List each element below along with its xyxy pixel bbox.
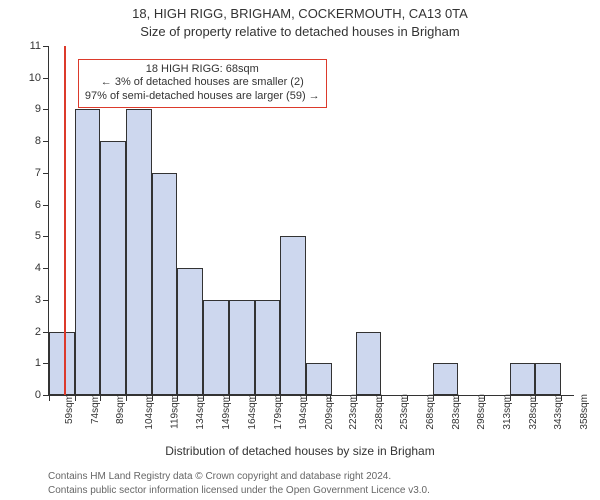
y-tick-label: 0 bbox=[35, 389, 49, 401]
chart-title-main: 18, HIGH RIGG, BRIGHAM, COCKERMOUTH, CA1… bbox=[0, 6, 600, 21]
histogram-bar bbox=[152, 173, 178, 395]
x-tick bbox=[75, 395, 76, 401]
x-tick bbox=[49, 395, 50, 401]
x-tick-label: 104sqm bbox=[144, 394, 155, 430]
x-tick-label: 89sqm bbox=[115, 394, 126, 424]
x-tick-label: 179sqm bbox=[272, 394, 283, 430]
histogram-bar bbox=[510, 363, 536, 395]
histogram-bar bbox=[280, 236, 306, 395]
x-tick-label: 238sqm bbox=[373, 394, 384, 430]
plot-area: 0123456789101159sqm74sqm89sqm104sqm119sq… bbox=[48, 46, 574, 396]
callout-line-1: 18 HIGH RIGG: 68sqm bbox=[85, 63, 320, 77]
x-tick-label: 313sqm bbox=[502, 394, 513, 430]
x-tick bbox=[510, 395, 511, 401]
x-tick bbox=[100, 395, 101, 401]
x-tick bbox=[561, 395, 562, 401]
x-tick bbox=[152, 395, 153, 401]
reference-line bbox=[64, 46, 66, 395]
histogram-bar bbox=[535, 363, 561, 395]
x-tick-label: 164sqm bbox=[247, 394, 258, 430]
x-tick-label: 119sqm bbox=[169, 394, 180, 429]
x-tick-label: 298sqm bbox=[476, 394, 487, 430]
histogram-bar bbox=[203, 300, 229, 395]
x-tick bbox=[280, 395, 281, 401]
x-tick bbox=[126, 395, 127, 401]
x-axis-label: Distribution of detached houses by size … bbox=[0, 444, 600, 458]
y-tick-label: 11 bbox=[30, 40, 49, 52]
x-tick-label: 223sqm bbox=[348, 394, 359, 430]
y-tick-label: 7 bbox=[35, 167, 49, 179]
y-tick-label: 9 bbox=[35, 103, 49, 115]
x-tick bbox=[203, 395, 204, 401]
x-tick bbox=[407, 395, 408, 401]
chart-title-sub: Size of property relative to detached ho… bbox=[0, 24, 600, 39]
x-tick-label: 149sqm bbox=[221, 394, 232, 430]
histogram-bar bbox=[433, 363, 459, 395]
x-tick-label: 343sqm bbox=[553, 394, 564, 430]
x-tick-label: 358sqm bbox=[579, 394, 590, 430]
x-tick bbox=[330, 395, 331, 401]
x-tick bbox=[306, 395, 307, 401]
x-tick bbox=[381, 395, 382, 401]
histogram-bar bbox=[49, 332, 75, 395]
footer-line-2: Contains public sector information licen… bbox=[48, 485, 430, 496]
histogram-bar bbox=[177, 268, 203, 395]
x-tick bbox=[255, 395, 256, 401]
x-tick-label: 283sqm bbox=[450, 394, 461, 430]
x-tick-label: 59sqm bbox=[64, 394, 75, 424]
y-tick-label: 4 bbox=[35, 262, 49, 274]
x-tick bbox=[177, 395, 178, 401]
callout-box: 18 HIGH RIGG: 68sqm← 3% of detached hous… bbox=[78, 59, 327, 108]
histogram-bar bbox=[75, 109, 101, 395]
y-tick-label: 5 bbox=[35, 230, 49, 242]
callout-line-3: 97% of semi-detached houses are larger (… bbox=[85, 90, 320, 104]
histogram-bar bbox=[100, 141, 126, 395]
histogram-bar bbox=[126, 109, 152, 395]
y-tick-label: 6 bbox=[35, 199, 49, 211]
y-tick-label: 8 bbox=[35, 135, 49, 147]
x-tick-label: 194sqm bbox=[298, 394, 309, 430]
histogram-bar bbox=[255, 300, 281, 395]
x-tick bbox=[433, 395, 434, 401]
x-tick-label: 328sqm bbox=[528, 394, 539, 430]
histogram-bar bbox=[229, 300, 255, 395]
x-tick bbox=[229, 395, 230, 401]
footer-line-1: Contains HM Land Registry data © Crown c… bbox=[48, 471, 391, 482]
x-tick-label: 134sqm bbox=[195, 394, 206, 430]
page-root: 18, HIGH RIGG, BRIGHAM, COCKERMOUTH, CA1… bbox=[0, 0, 600, 500]
x-tick bbox=[356, 395, 357, 401]
y-tick-label: 2 bbox=[35, 326, 49, 338]
y-tick-label: 1 bbox=[35, 357, 49, 369]
y-tick-label: 10 bbox=[29, 72, 49, 84]
x-tick-label: 268sqm bbox=[425, 394, 436, 430]
x-tick bbox=[458, 395, 459, 401]
x-tick bbox=[535, 395, 536, 401]
histogram-bar bbox=[306, 363, 332, 395]
histogram-bar bbox=[356, 332, 382, 395]
x-tick-label: 74sqm bbox=[90, 394, 101, 424]
x-tick-label: 253sqm bbox=[399, 394, 410, 430]
callout-line-2: ← 3% of detached houses are smaller (2) bbox=[85, 76, 320, 90]
y-tick-label: 3 bbox=[35, 294, 49, 306]
x-tick bbox=[484, 395, 485, 401]
